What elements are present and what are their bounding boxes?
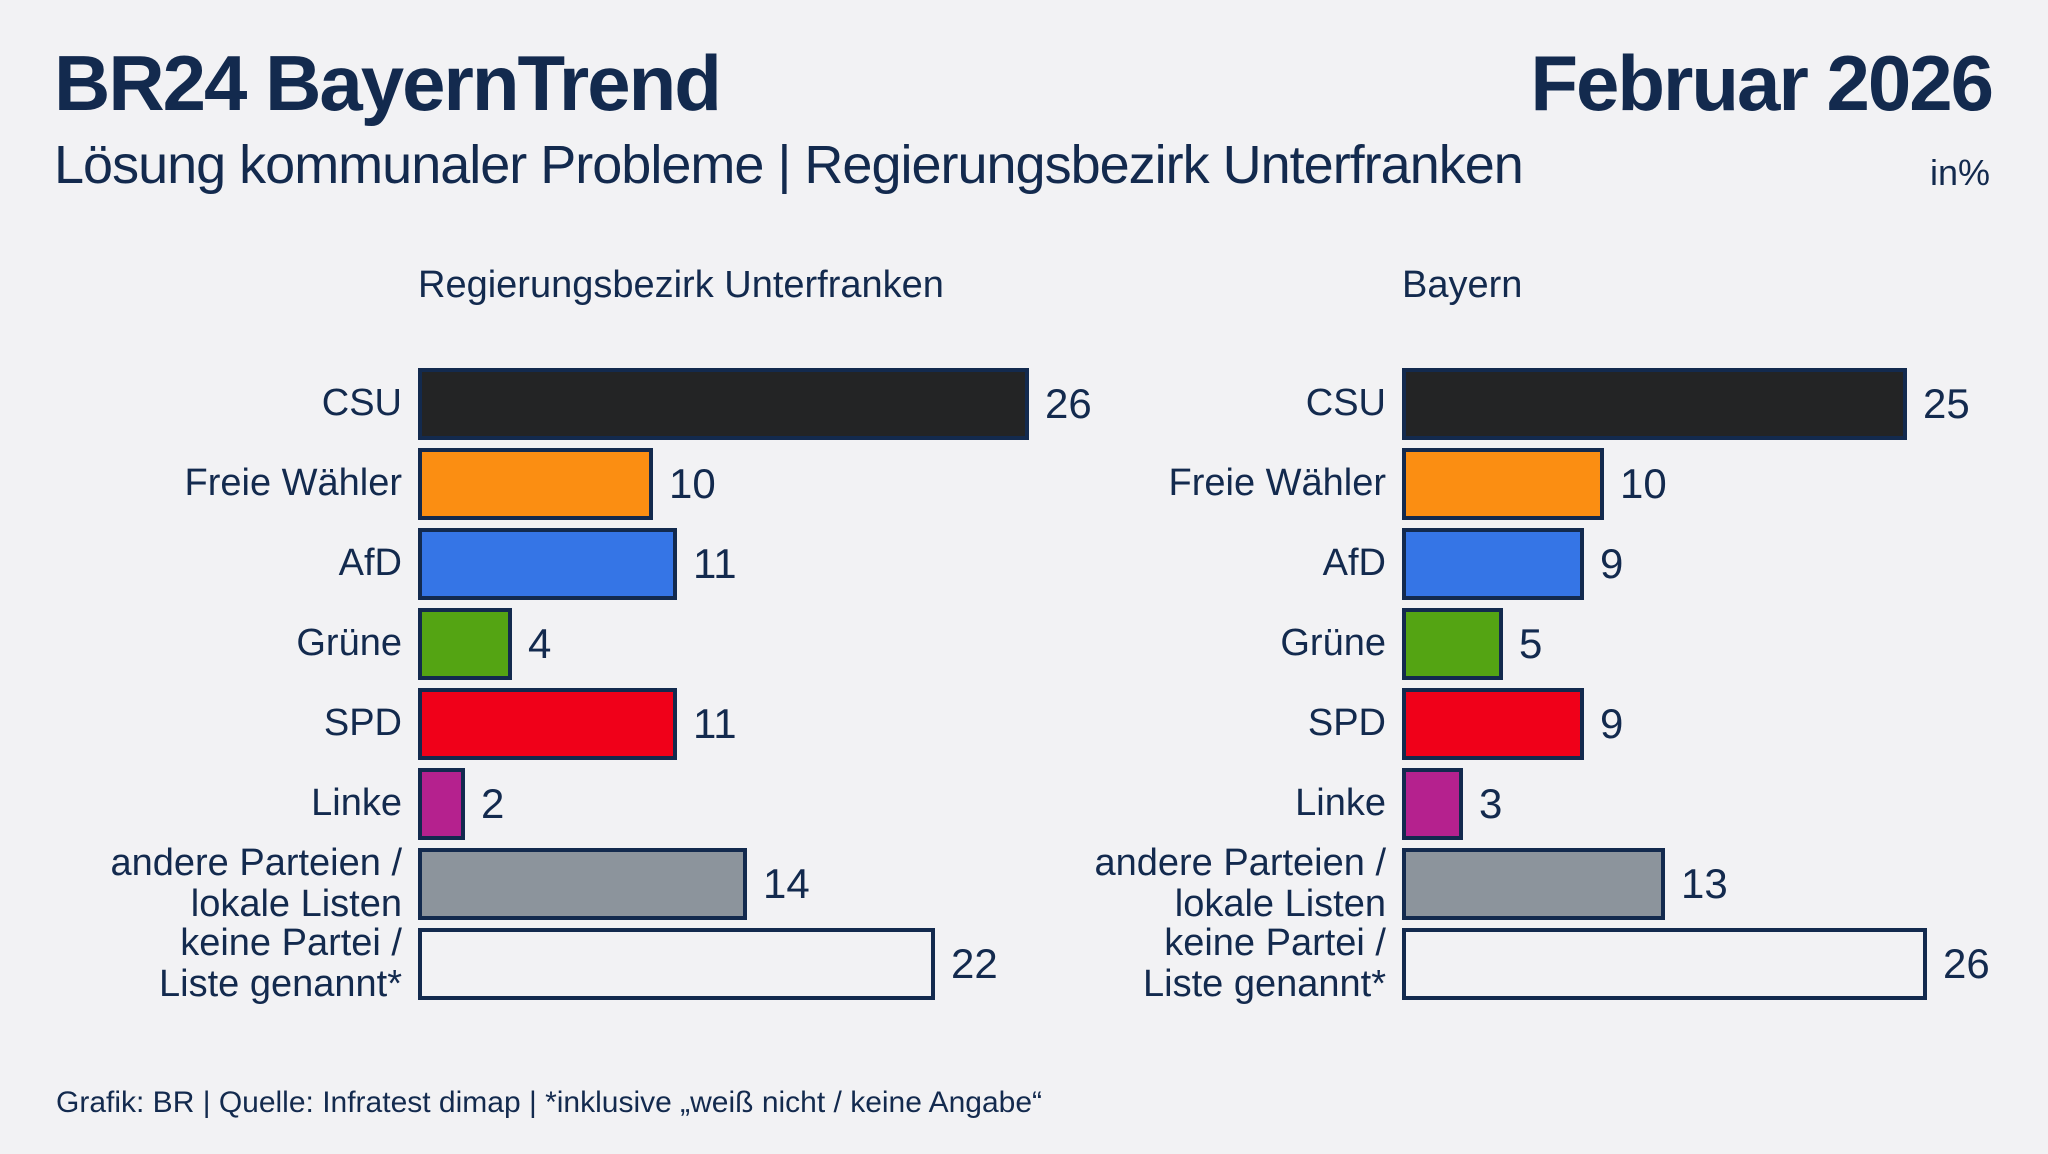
bar [418,448,653,520]
bar-label: AfD [1322,542,1386,585]
chart-row: Linke 3 [1046,764,2046,844]
bar-value: 3 [1479,780,1503,827]
chart-title-bayern: Bayern [1402,264,1523,306]
bar-value: 26 [1943,940,1990,987]
bar-label: keine Partei / Liste genannt* [1143,921,1386,1005]
chart-row: Grüne 5 [1046,604,2046,684]
chart-row: SPD 11 [56,684,1048,764]
chart-row: SPD 9 [1046,684,2046,764]
chart-row: AfD 9 [1046,524,2046,604]
chart-bayern: Bayern CSU 25 Freie Wähler 10 AfD 9 Grüne 5 SPD 9… [1046,256,2046,1036]
bar [418,608,512,680]
bar [418,368,1029,440]
chart-row: AfD 11 [56,524,1048,604]
bar-label: keine Partei / Liste genannt* [159,921,402,1005]
bar-label: CSU [321,382,402,425]
bar-label: SPD [1307,702,1386,745]
bar-value: 25 [1923,380,1970,427]
bar [1402,688,1584,760]
bar-value: 14 [763,860,810,907]
page-subtitle: Lösung kommunaler Probleme | Regierungsb… [54,135,1524,195]
chart-row: keine Partei / Liste genannt* 26 [1046,921,2046,1005]
chart-row: Linke 2 [56,764,1048,844]
bar-label: andere Parteien / lokale Listen [110,841,402,925]
bar-value: 5 [1519,620,1543,667]
bar-label: Grüne [296,622,402,665]
bar-label: andere Parteien / lokale Listen [1094,841,1386,925]
chart-unterfranken: Regierungsbezirk Unterfranken CSU 26 Freie… [56,256,1092,1036]
bar-value: 26 [1045,380,1092,427]
bar-value: 9 [1600,700,1624,747]
bar [1402,528,1584,600]
chart-row: CSU 26 [56,364,1092,444]
bar-label: AfD [338,542,402,585]
bar [418,848,747,920]
unit-label: in% [1929,152,1990,193]
page-date: Februar 2026 [1530,39,1994,127]
bar [1402,608,1503,680]
chart-row: CSU 25 [1046,364,2046,444]
chart-rows-unterfranken: CSU 26 Freie Wähler 10 AfD 11 Grüne 4 SPD 11 Linke… [56,364,1092,1005]
chart-title-unterfranken: Regierungsbezirk Unterfranken [418,264,944,306]
bar-value: 10 [1620,460,1667,507]
bar-value: 22 [951,940,998,987]
bar [1402,848,1665,920]
bar-label: Linke [311,782,402,825]
bar [418,768,465,840]
chart-rows-bayern: CSU 25 Freie Wähler 10 AfD 9 Grüne 5 SPD 9 Linke 3 a… [1046,364,2046,1005]
chart-row: andere Parteien / lokale Listen 13 [1046,841,2046,925]
bar [418,688,677,760]
chart-row: Grüne 4 [56,604,1048,684]
bar-value: 11 [693,700,737,747]
bar [1402,768,1463,840]
chart-row: andere Parteien / lokale Listen 14 [56,841,1048,925]
bar-label: CSU [1305,382,1386,425]
bar-value: 13 [1681,860,1728,907]
footer-credit: Grafik: BR | Quelle: Infratest dimap | *… [56,1086,1043,1119]
bar [418,528,677,600]
chart-row: Freie Wähler 10 [56,444,1048,524]
bar-value: 11 [693,540,737,587]
bar-label: Grüne [1280,622,1386,665]
page-title: BR24 BayernTrend [54,39,722,127]
bar-label: Freie Wähler [1168,462,1387,505]
bar-label: SPD [323,702,402,745]
bar [1402,928,1927,1000]
chart-row: Freie Wähler 10 [1046,444,2046,524]
bar-label: Linke [1295,782,1386,825]
bar-value: 4 [528,620,552,667]
bar [418,928,935,1000]
bar [1402,448,1604,520]
bar [1402,368,1907,440]
bar-value: 10 [669,460,716,507]
bar-label: Freie Wähler [184,462,403,505]
chart-row: keine Partei / Liste genannt* 22 [56,921,1048,1005]
bar-value: 2 [481,780,505,827]
bar-value: 9 [1600,540,1624,587]
